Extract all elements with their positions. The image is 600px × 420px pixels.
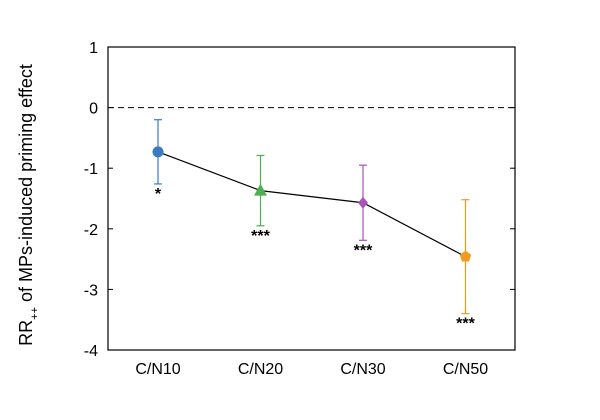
marker [152, 146, 164, 158]
y-tick-label: -1 [84, 161, 98, 178]
x-tick-label: C/N50 [443, 361, 488, 378]
significance-label: * [155, 186, 162, 203]
x-tick-label: C/N10 [135, 361, 180, 378]
plot-frame [107, 46, 516, 351]
marker [358, 196, 368, 209]
y-tick-label: 0 [89, 101, 98, 118]
y-axis-label: RR++ of MPs-induced priming effect [16, 64, 41, 346]
y-tick-label: 1 [89, 40, 98, 57]
marker [254, 183, 267, 196]
x-tick-label: C/N30 [340, 361, 385, 378]
significance-label: *** [354, 242, 373, 259]
data-line [157, 151, 466, 258]
x-tick-label: C/N20 [238, 361, 283, 378]
y-tick-label: -4 [84, 343, 98, 360]
y-tick-label: -2 [84, 222, 98, 239]
marker [459, 250, 472, 262]
y-tick-label: -3 [84, 282, 98, 299]
significance-label: *** [251, 228, 270, 245]
significance-label: *** [456, 316, 475, 333]
